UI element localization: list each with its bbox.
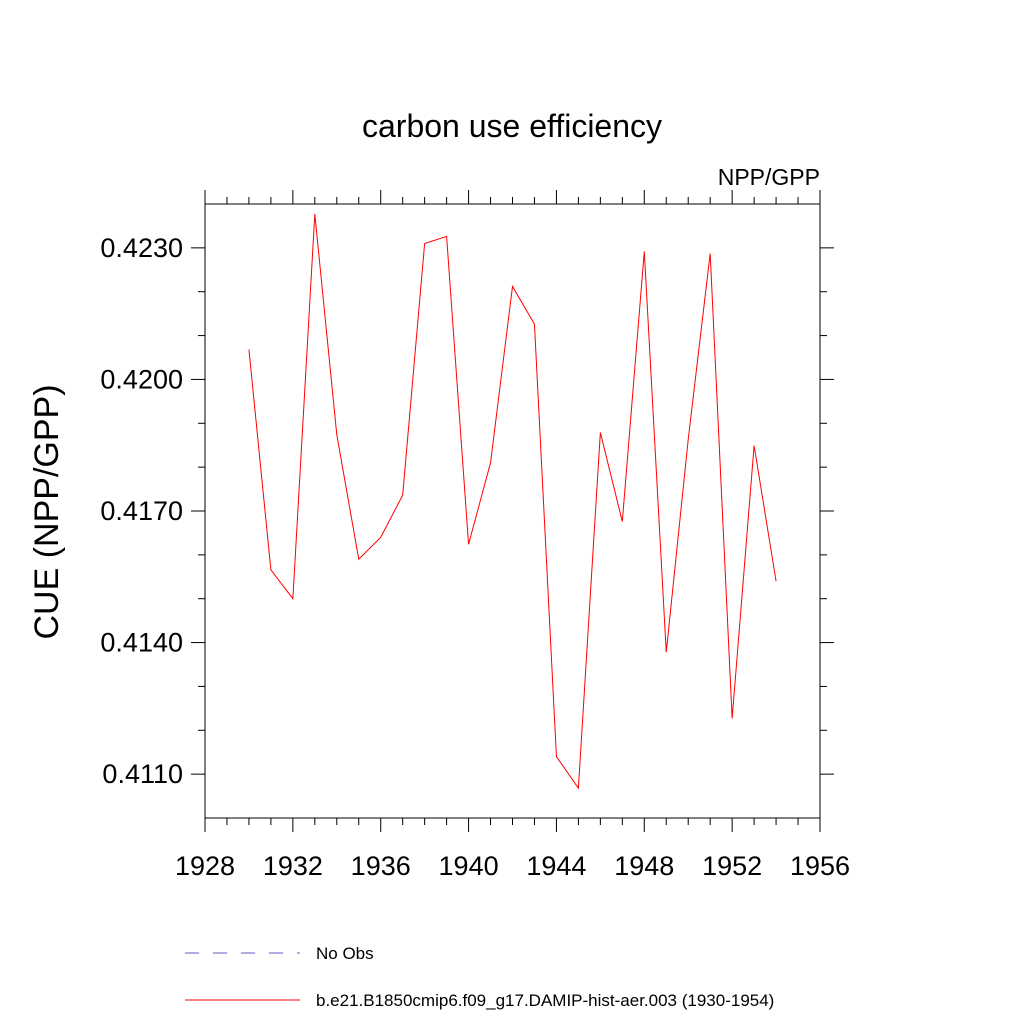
chart-title: carbon use efficiency [362, 108, 662, 144]
legend-label-model: b.e21.B1850cmip6.f09_g17.DAMIP-hist-aer.… [316, 991, 774, 1010]
legend: No Obs b.e21.B1850cmip6.f09_g17.DAMIP-hi… [185, 944, 774, 1010]
x-tick-label: 1936 [351, 851, 411, 881]
series-line [248, 214, 777, 790]
y-tick-label: 0.4170 [100, 496, 183, 526]
y-tick-label: 0.4230 [100, 233, 183, 263]
y-tick-label: 0.4110 [102, 759, 183, 789]
x-tick-label: 1944 [526, 851, 586, 881]
plot-frame [204, 203, 821, 819]
x-tick-label: 1928 [175, 851, 235, 881]
legend-label-no-obs: No Obs [316, 944, 374, 963]
x-tick-label: 1952 [702, 851, 762, 881]
x-tick-label: 1956 [790, 851, 850, 881]
data-series [248, 214, 777, 790]
x-tick-label: 1948 [614, 851, 674, 881]
axis-ticks: 1928 1932 1936 1940 1944 1948 1952 1956 0.4110 0.… [100, 190, 850, 881]
y-tick-label: 0.4140 [100, 628, 183, 658]
x-tick-label: 1940 [439, 851, 499, 881]
y-tick-label: 0.4200 [100, 364, 183, 394]
x-tick-label: 1932 [263, 851, 323, 881]
y-axis-label: CUE (NPP/GPP) [28, 384, 66, 639]
chart-subtitle: NPP/GPP [718, 164, 820, 190]
